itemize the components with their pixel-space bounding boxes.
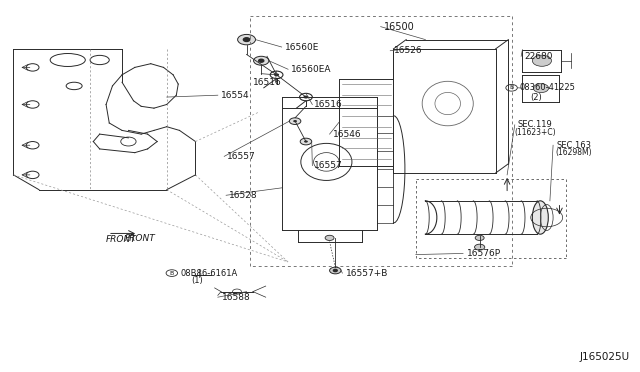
Text: 16526: 16526: [394, 46, 422, 55]
Circle shape: [475, 235, 484, 240]
Text: 16528: 16528: [229, 191, 258, 200]
Circle shape: [253, 56, 269, 65]
Text: 16554: 16554: [221, 91, 250, 100]
Circle shape: [300, 138, 312, 145]
Circle shape: [330, 267, 341, 274]
Text: 16588: 16588: [221, 293, 250, 302]
Text: FRONT: FRONT: [125, 234, 156, 243]
Text: 16557: 16557: [314, 161, 342, 170]
Circle shape: [532, 55, 552, 66]
Circle shape: [333, 269, 337, 272]
Text: 16500: 16500: [384, 22, 415, 32]
Text: 16557+B: 16557+B: [346, 269, 388, 278]
Text: SEC.119: SEC.119: [518, 121, 553, 129]
Text: 08B86-6161A: 08B86-6161A: [180, 269, 238, 278]
Circle shape: [274, 73, 279, 76]
Circle shape: [474, 244, 484, 250]
Circle shape: [289, 118, 301, 125]
Circle shape: [259, 59, 264, 62]
Text: 16516: 16516: [253, 78, 282, 87]
Circle shape: [533, 84, 548, 93]
Circle shape: [293, 120, 297, 122]
Circle shape: [303, 96, 308, 99]
Text: (16298M): (16298M): [555, 148, 591, 157]
Circle shape: [243, 38, 250, 41]
Text: 08360-41225: 08360-41225: [519, 83, 575, 92]
Text: (2): (2): [531, 93, 543, 102]
Ellipse shape: [532, 201, 548, 234]
Circle shape: [325, 235, 334, 240]
Text: J165025U: J165025U: [580, 352, 630, 362]
Text: B: B: [509, 85, 514, 90]
Text: 16576P: 16576P: [467, 249, 501, 258]
Text: 16560EA: 16560EA: [291, 65, 332, 74]
Circle shape: [304, 140, 308, 142]
Circle shape: [237, 35, 255, 45]
Text: (11623+C): (11623+C): [515, 128, 556, 137]
Text: SEC.163: SEC.163: [556, 141, 591, 150]
Text: B: B: [170, 270, 174, 276]
Text: 16516: 16516: [314, 100, 342, 109]
Text: (1): (1): [191, 276, 203, 285]
Text: FRONT: FRONT: [106, 235, 136, 244]
Text: 22680: 22680: [524, 52, 553, 61]
Text: 16560E: 16560E: [285, 42, 319, 51]
Text: 16557: 16557: [227, 152, 256, 161]
Text: 16546: 16546: [333, 129, 362, 139]
